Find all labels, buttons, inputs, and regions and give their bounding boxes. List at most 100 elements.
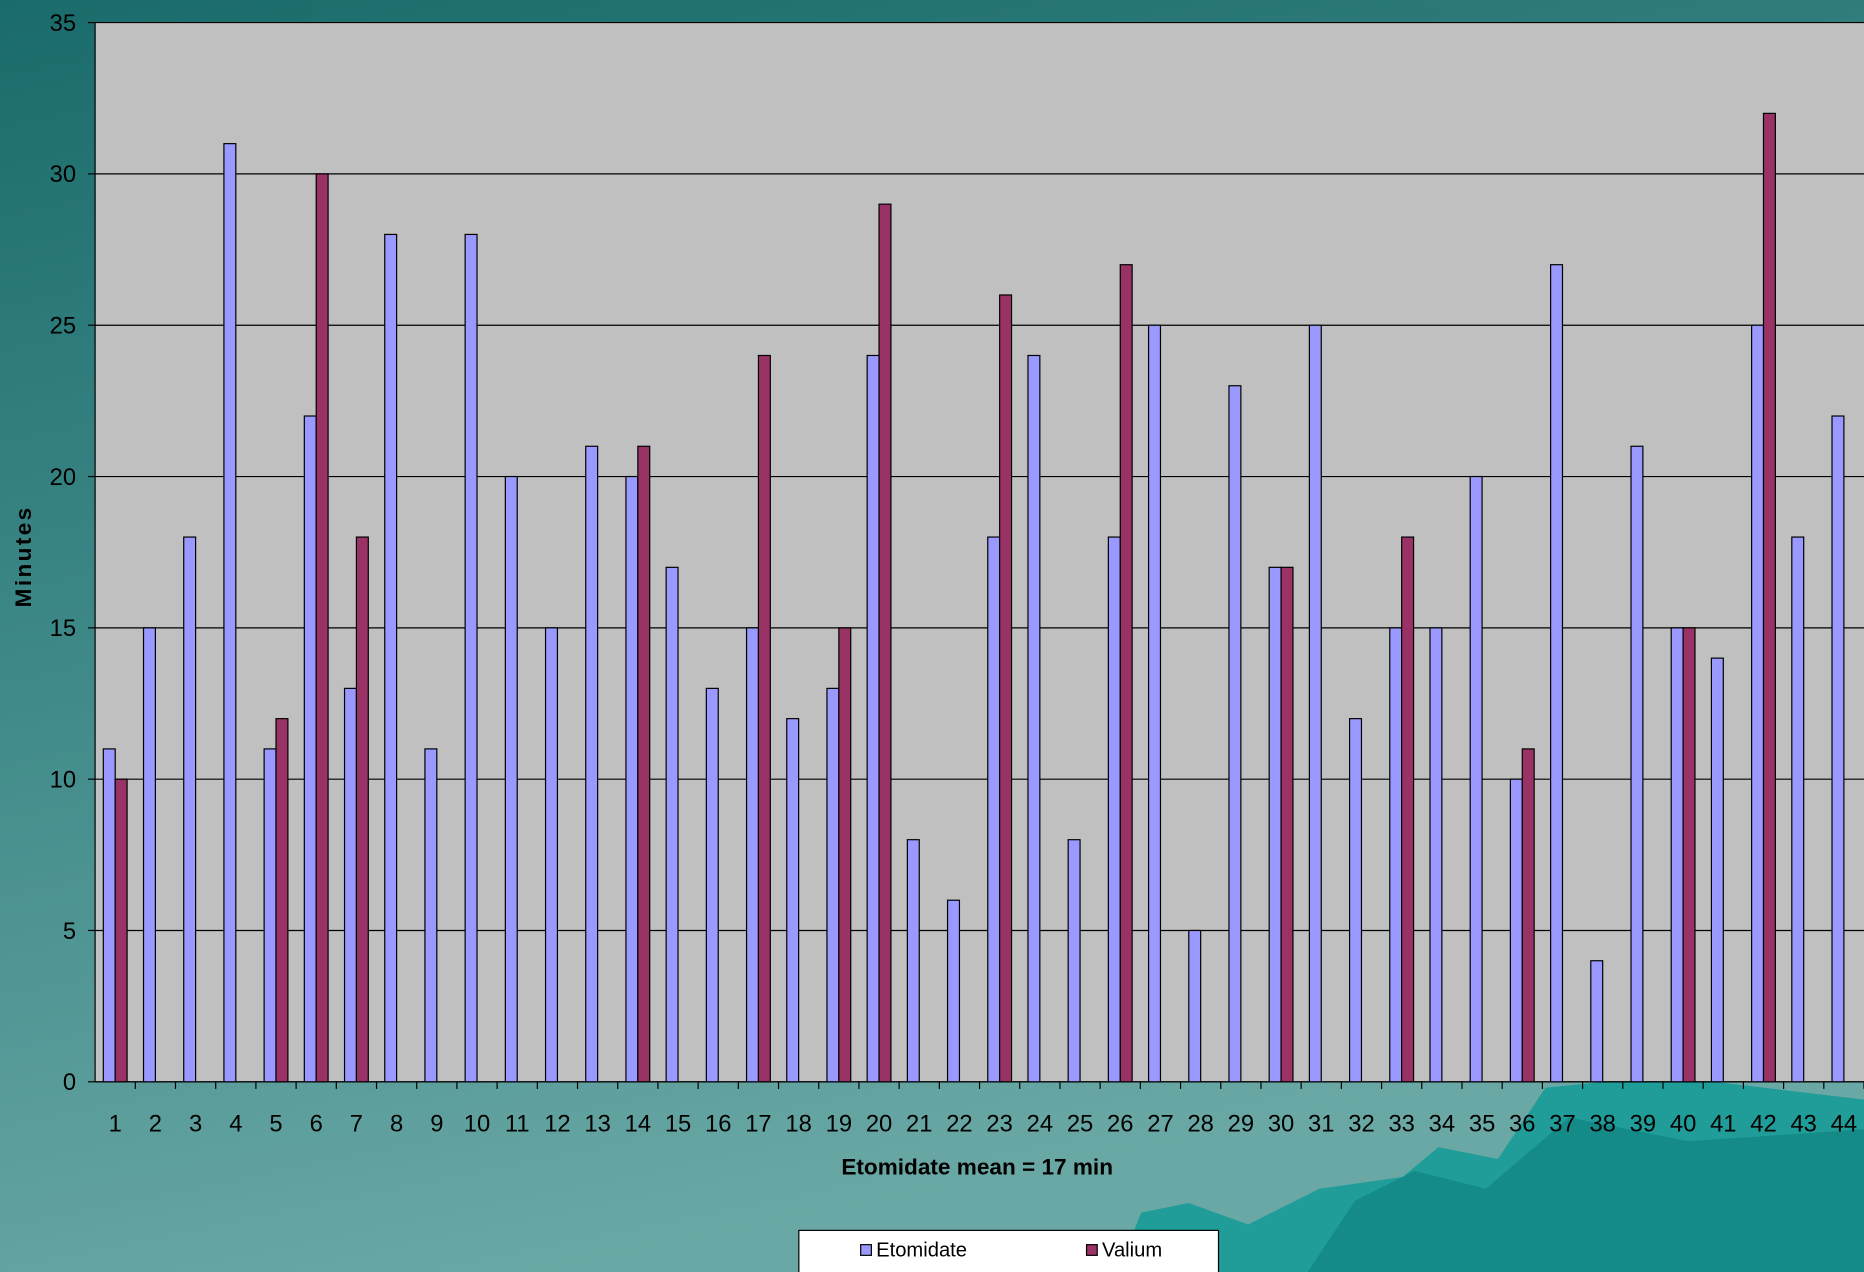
- y-tick-label: 10: [50, 766, 76, 793]
- bar: [1683, 628, 1695, 1082]
- bar: [465, 234, 477, 1081]
- x-tick-label: 10: [464, 1111, 490, 1138]
- bar: [1189, 930, 1201, 1081]
- bar: [276, 719, 288, 1082]
- x-tick-label: 37: [1549, 1111, 1575, 1138]
- x-tick-label: 22: [946, 1111, 972, 1138]
- x-tick-label: 5: [269, 1111, 282, 1138]
- x-tick-label: 39: [1630, 1111, 1656, 1138]
- bar: [1281, 567, 1293, 1081]
- x-tick-label: 30: [1268, 1111, 1294, 1138]
- bar: [1149, 325, 1161, 1082]
- bar: [1229, 386, 1241, 1082]
- x-tick-label: 6: [310, 1111, 323, 1138]
- x-tick-label: 33: [1388, 1111, 1414, 1138]
- page: {"chart_data":{"type":"bar", "x_label":"…: [0, 0, 1864, 1272]
- bar: [224, 144, 236, 1082]
- bar: [839, 628, 851, 1082]
- bar: [827, 688, 839, 1081]
- bar: [264, 749, 276, 1082]
- x-tick-label: 36: [1509, 1111, 1535, 1138]
- bar: [1390, 628, 1402, 1082]
- bar: [1430, 628, 1442, 1082]
- x-tick-label: 14: [625, 1111, 651, 1138]
- bar: [1551, 265, 1563, 1082]
- x-tick-label: 13: [584, 1111, 610, 1138]
- legend-label: Valium: [1102, 1240, 1162, 1262]
- x-tick-label: 8: [390, 1111, 403, 1138]
- bar: [988, 537, 1000, 1082]
- x-tick-label: 16: [705, 1111, 731, 1138]
- bar: [1510, 779, 1522, 1082]
- x-tick-label: 4: [229, 1111, 242, 1138]
- x-axis-label: Etomidate mean = 17 min: [841, 1155, 1113, 1180]
- bar: [1671, 628, 1683, 1082]
- y-axis-label: Minutes: [11, 505, 36, 607]
- x-tick-label: 11: [505, 1111, 530, 1138]
- bar: [907, 840, 919, 1082]
- bar: [546, 628, 558, 1082]
- x-tick-label: 28: [1187, 1111, 1213, 1138]
- x-tick-label: 2: [149, 1111, 162, 1138]
- bar: [1792, 537, 1804, 1082]
- x-tick-label: 12: [544, 1111, 570, 1138]
- bar: [879, 204, 891, 1082]
- bar: [1402, 537, 1414, 1082]
- x-tick-label: 17: [745, 1111, 771, 1138]
- bar: [1000, 295, 1012, 1082]
- bar: [586, 446, 598, 1082]
- bar: [787, 719, 799, 1082]
- x-tick-label: 29: [1228, 1111, 1254, 1138]
- y-tick-label: 5: [63, 918, 76, 945]
- bar: [1711, 658, 1723, 1082]
- bar: [425, 749, 437, 1082]
- bar: [316, 174, 328, 1082]
- x-tick-label: 25: [1067, 1111, 1093, 1138]
- bar: [1631, 446, 1643, 1082]
- x-tick-label: 21: [906, 1111, 932, 1138]
- x-tick-label: 38: [1589, 1111, 1615, 1138]
- x-tick-label: 42: [1750, 1111, 1776, 1138]
- bar: [184, 537, 196, 1082]
- y-tick-label: 20: [50, 464, 76, 491]
- y-tick-label: 35: [50, 10, 76, 37]
- x-tick-label: 31: [1308, 1111, 1334, 1138]
- bar: [103, 749, 115, 1082]
- x-tick-label: 1: [109, 1111, 122, 1138]
- y-tick-label: 25: [50, 313, 76, 340]
- bar: [626, 477, 638, 1082]
- x-tick-label: 24: [1027, 1111, 1053, 1138]
- x-tick-label: 15: [665, 1111, 691, 1138]
- bar: [1470, 477, 1482, 1082]
- legend-swatch: [861, 1245, 872, 1256]
- x-tick-label: 20: [866, 1111, 892, 1138]
- bar: [1028, 355, 1040, 1081]
- bar: [356, 537, 368, 1082]
- bar: [706, 688, 718, 1081]
- legend-label: Etomidate: [876, 1240, 967, 1262]
- x-tick-label: 18: [785, 1111, 811, 1138]
- bar: [1591, 961, 1603, 1082]
- bar: [758, 355, 770, 1081]
- bar: [1068, 840, 1080, 1082]
- x-tick-label: 27: [1147, 1111, 1173, 1138]
- legend-swatch: [1087, 1245, 1098, 1256]
- bar: [1832, 416, 1844, 1082]
- x-tick-label: 43: [1790, 1111, 1816, 1138]
- x-tick-label: 35: [1469, 1111, 1495, 1138]
- bar: [1763, 113, 1775, 1081]
- bar: [115, 779, 127, 1082]
- x-tick-label: 40: [1670, 1111, 1696, 1138]
- chart: 0510152025303512345678910111213141516171…: [0, 0, 1864, 1272]
- x-tick-label: 26: [1107, 1111, 1133, 1138]
- bar: [505, 477, 517, 1082]
- bar: [666, 567, 678, 1081]
- x-tick-label: 9: [430, 1111, 443, 1138]
- bar: [747, 628, 759, 1082]
- bar: [1522, 749, 1534, 1082]
- bar: [1309, 325, 1321, 1082]
- x-tick-label: 7: [350, 1111, 363, 1138]
- y-tick-label: 30: [50, 161, 76, 188]
- bar: [1108, 537, 1120, 1082]
- bar: [948, 900, 960, 1082]
